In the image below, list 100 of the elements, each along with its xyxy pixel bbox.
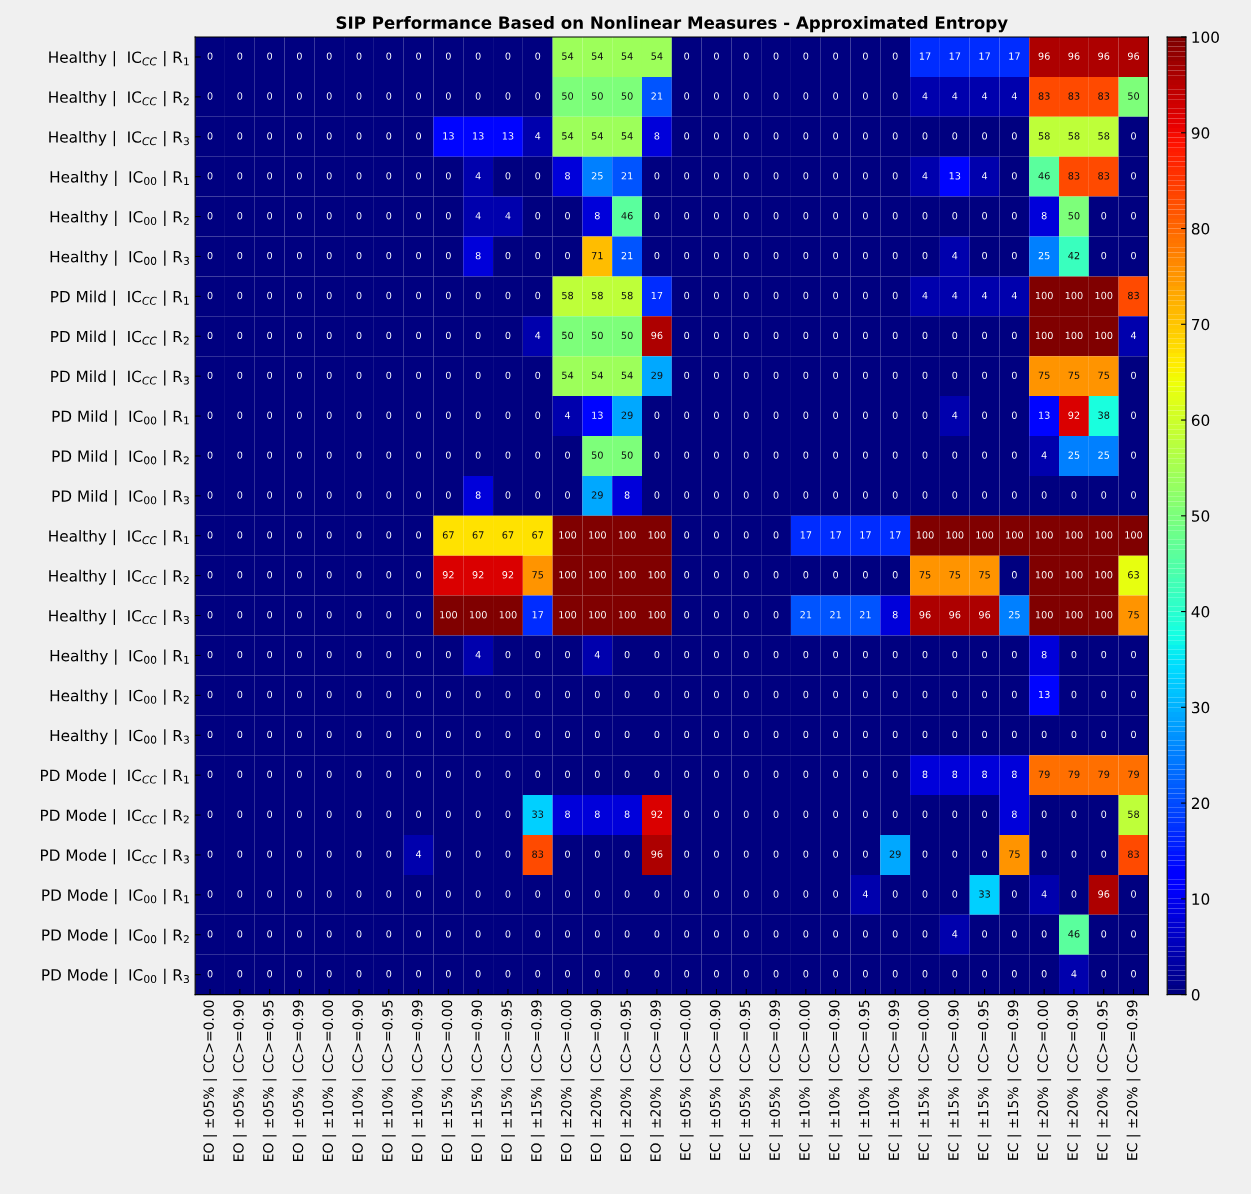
color-bar-label: 20 [1191,797,1210,810]
data-label: 0 [862,930,868,938]
data-label: 17 [979,52,990,60]
data-label: 4 [952,930,958,938]
data-label: 0 [296,132,302,140]
data-label: 0 [237,810,243,818]
data-label: 0 [386,770,392,778]
data-label: 0 [624,970,630,978]
data-label: 92 [442,571,454,579]
data-label: 0 [505,52,511,60]
data-label: 100 [1065,611,1083,619]
data-label: 50 [1068,212,1080,220]
data-label: 0 [386,371,392,379]
data-label: 0 [356,890,362,898]
color-bar-label: 70 [1192,318,1210,331]
data-label: 100 [559,531,577,539]
data-label: 0 [326,132,332,140]
data-label: 0 [535,690,541,699]
data-label: 0 [982,650,988,659]
data-label: 0 [833,650,839,659]
data-label: 0 [296,810,302,818]
data-label: 58 [1098,132,1110,140]
data-label: 0 [803,970,809,978]
data-label: 0 [386,730,392,739]
data-label: 4 [922,92,928,100]
data-label: 29 [651,371,663,379]
data-label: 46 [621,212,633,220]
y-tick-label: Healthy | IC$_{00}$ | R$_{2}$ [50,210,189,226]
data-label: 0 [833,810,839,818]
y-tick-label: PD Mild | IC$_{CC}$ | R$_{3}$ [51,370,189,386]
data-label: 0 [714,52,719,60]
data-label: 21 [830,611,841,619]
x-tick-label: EO | ±15% | CC>=0.99 [530,1000,545,1161]
data-label: 0 [565,770,570,778]
data-label: 0 [833,411,839,419]
data-label: 0 [207,491,213,499]
data-label: 83 [1068,172,1080,180]
data-label: 0 [803,650,809,659]
x-tick-label: EO | ±20% | CC>=0.90 [590,1000,605,1161]
data-label: 0 [594,850,600,858]
data-label: 0 [714,810,719,818]
data-label: 0 [952,491,958,499]
data-label: 0 [1101,690,1107,699]
data-label: 0 [445,970,451,978]
data-label: 0 [267,52,273,60]
data-label: 0 [1131,690,1136,699]
data-label: 0 [743,850,749,858]
data-label: 4 [862,890,868,898]
data-label: 0 [862,291,868,300]
data-label: 50 [621,331,633,340]
data-label: 0 [416,930,422,938]
data-label: 0 [743,451,749,459]
data-label: 17 [532,611,544,619]
data-label: 0 [1011,930,1017,938]
data-label: 0 [862,850,868,858]
data-label: 0 [714,411,719,419]
data-label: 92 [651,810,663,818]
data-label: 0 [743,650,749,659]
data-label: 0 [326,212,332,220]
data-label: 0 [684,531,690,539]
data-label: 0 [416,810,422,818]
data-label: 0 [743,212,749,220]
data-label: 8 [624,810,630,818]
data-label: 0 [445,890,451,898]
data-label: 0 [237,730,243,739]
data-label: 0 [445,251,451,260]
data-label: 92 [502,571,514,579]
data-label: 0 [505,770,511,778]
data-label: 0 [386,690,392,699]
data-label: 0 [684,770,690,778]
data-label: 0 [207,331,213,340]
data-label: 100 [1095,571,1113,579]
data-label: 4 [1071,970,1077,978]
data-label: 0 [1101,251,1107,260]
data-label: 50 [562,92,574,100]
data-label: 0 [684,491,690,499]
data-label: 0 [416,730,422,739]
data-label: 0 [892,331,898,340]
data-label: 0 [505,890,511,898]
data-label: 54 [621,132,633,140]
data-label: 0 [326,291,332,300]
data-label: 0 [1011,650,1017,659]
data-label: 0 [862,451,868,459]
data-label: 4 [952,92,958,100]
data-label: 0 [475,92,481,100]
data-label: 0 [445,930,451,938]
data-label: 58 [1128,810,1140,818]
y-tick-label: PD Mode | IC$_{CC}$ | R$_{3}$ [41,849,189,865]
x-tick-label: EC | ±20% | CC>=0.95 [1096,1000,1111,1160]
data-label: 0 [356,571,362,579]
data-label: 0 [922,251,928,260]
data-label: 0 [445,92,451,100]
data-label: 0 [892,890,898,898]
data-label: 0 [922,810,928,818]
data-label: 0 [475,890,481,898]
data-label: 0 [1131,212,1136,220]
y-tick-label: Healthy | IC$_{00}$ | R$_{1}$ [50,649,189,665]
data-label: 0 [892,690,898,699]
data-label: 0 [743,730,749,739]
data-label: 0 [356,690,362,699]
